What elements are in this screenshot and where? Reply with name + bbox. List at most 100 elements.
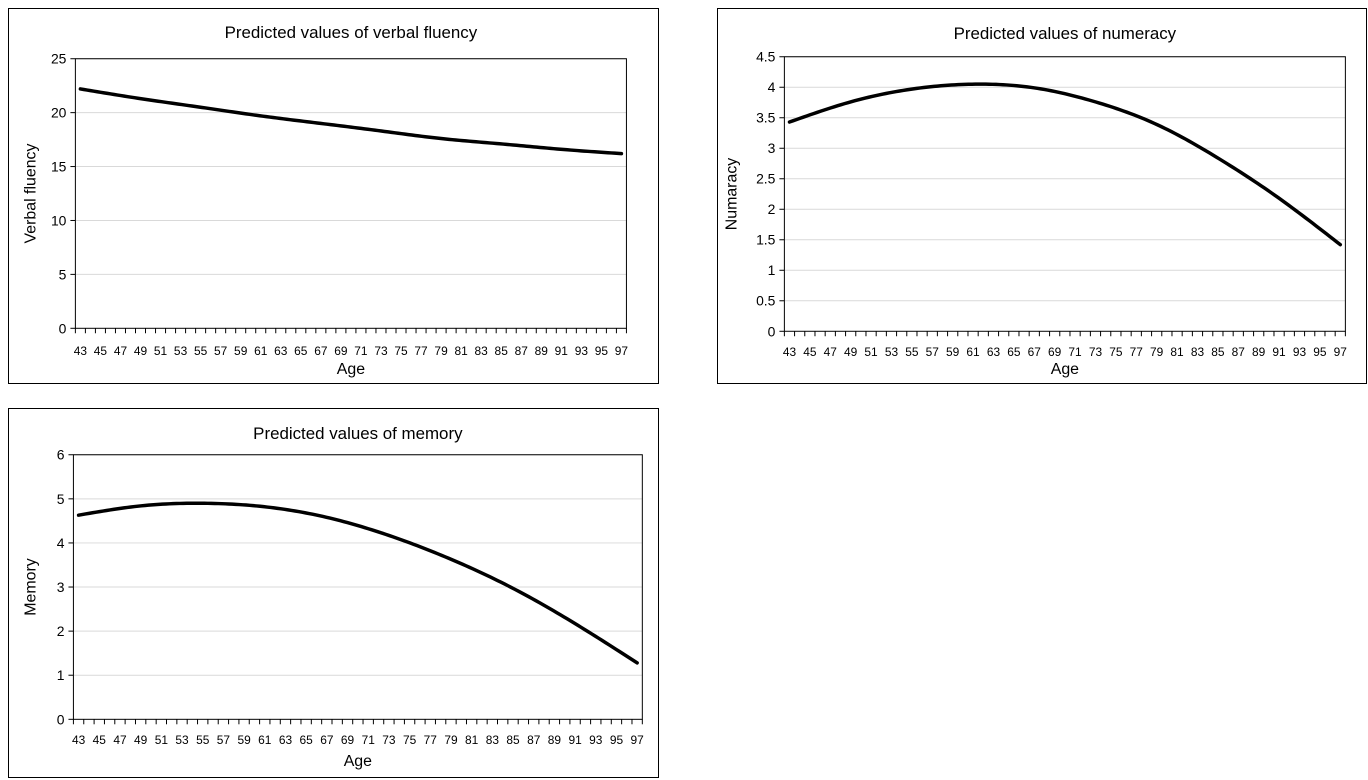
memory-xtick-label: 69 <box>341 733 355 747</box>
memory-ytick-label: 6 <box>57 447 65 463</box>
memory-ytick-label: 2 <box>57 623 65 639</box>
verbal-fluency-ytick-label: 25 <box>51 51 67 67</box>
memory-xtick-label: 59 <box>237 733 251 747</box>
memory-ytick-label: 1 <box>57 667 65 683</box>
memory-xtick-label: 65 <box>300 733 314 747</box>
memory-xtick-label: 93 <box>589 733 603 747</box>
numeracy-x-axis-title: Age <box>1051 361 1079 378</box>
numeracy-xtick-label: 59 <box>946 345 960 359</box>
numeracy-xtick-label: 49 <box>844 345 858 359</box>
numeracy-xtick-label: 53 <box>885 345 899 359</box>
verbal-fluency-xtick-label: 79 <box>434 344 448 358</box>
numeracy-xtick-label: 63 <box>987 345 1001 359</box>
verbal-fluency-chart-title: Predicted values of verbal fluency <box>225 23 478 42</box>
memory-xtick-label: 55 <box>196 733 210 747</box>
numeracy-chart-svg: 0 0.5 1 1.5 2 2.5 3 3.5 4 4.5 43 45 47 49 51 53 55 57 59 61… <box>724 24 1348 378</box>
verbal-fluency-series-line <box>78 87 624 156</box>
numeracy-xtick-label: 69 <box>1048 345 1062 359</box>
numeracy-ytick-label: 3.5 <box>756 110 776 126</box>
numeracy-ytick-label: 1.5 <box>756 232 776 248</box>
numeracy-xtick-label: 91 <box>1272 345 1286 359</box>
verbal-fluency-chart-svg: 0 5 10 15 20 25 43 45 47 49 51 53 55 57 59 61 63 65 67 69 71… <box>23 23 629 378</box>
verbal-fluency-xtick-label: 49 <box>134 344 148 358</box>
numeracy-ytick-label: 4.5 <box>756 49 776 65</box>
numeracy-xtick-label: 55 <box>905 345 919 359</box>
verbal-fluency-xtick-label: 69 <box>334 344 348 358</box>
memory-xtick-label: 97 <box>631 733 645 747</box>
memory-xtick-label: 83 <box>486 733 500 747</box>
memory-ytick-label: 0 <box>57 711 65 727</box>
memory-xtick-label: 57 <box>217 733 231 747</box>
numeracy-xtick-label: 45 <box>803 345 817 359</box>
numeracy-xtick-label: 43 <box>783 345 797 359</box>
numeracy-xtick-label: 85 <box>1211 345 1225 359</box>
memory-x-axis-title: Age <box>344 753 372 770</box>
verbal-fluency-xtick-label: 43 <box>74 344 88 358</box>
verbal-fluency-xtick-label: 81 <box>454 344 468 358</box>
verbal-fluency-xtick-label: 47 <box>114 344 128 358</box>
memory-xtick-label: 45 <box>93 733 107 747</box>
memory-xtick-label: 43 <box>72 733 86 747</box>
verbal-fluency-xtick-label: 71 <box>354 344 368 358</box>
numeracy-ytick-label: 0 <box>768 323 776 339</box>
memory-xtick-label: 73 <box>382 733 396 747</box>
verbal-fluency-xtick-label: 67 <box>314 344 328 358</box>
verbal-fluency-xtick-label: 53 <box>174 344 188 358</box>
verbal-fluency-x-axis-title: Age <box>337 361 365 378</box>
numeracy-xtick-label: 79 <box>1150 345 1164 359</box>
memory-series-line <box>76 501 639 665</box>
numeracy-xtick-label: 87 <box>1232 345 1246 359</box>
numeracy-xtick-label: 97 <box>1334 345 1348 359</box>
verbal-fluency-xtick-label: 75 <box>394 344 408 358</box>
verbal-fluency-xtick-label: 55 <box>194 344 208 358</box>
memory-xtick-label: 49 <box>134 733 148 747</box>
numeracy-ytick-label: 3 <box>768 140 776 156</box>
verbal-fluency-ytick-label: 20 <box>51 105 67 121</box>
verbal-fluency-xtick-label: 73 <box>374 344 388 358</box>
verbal-fluency-plot-frame <box>74 58 627 329</box>
numeracy-xtick-label: 67 <box>1028 345 1042 359</box>
memory-xtick-label: 61 <box>258 733 272 747</box>
verbal-fluency-y-axis-title: Verbal fluency <box>23 144 40 244</box>
memory-xtick-label: 47 <box>113 733 127 747</box>
numeracy-xtick-label: 71 <box>1068 345 1082 359</box>
memory-chart-title: Predicted values of memory <box>253 424 463 443</box>
numeracy-chart: 0 0.5 1 1.5 2 2.5 3 3.5 4 4.5 43 45 47 49 51 53 55 57 59 61… <box>717 8 1367 384</box>
verbal-fluency-ytick-label: 0 <box>59 320 67 336</box>
memory-ytick-label: 5 <box>57 491 65 507</box>
numeracy-xtick-label: 65 <box>1007 345 1021 359</box>
numeracy-xtick-label: 73 <box>1089 345 1103 359</box>
memory-xtick-label: 71 <box>362 733 376 747</box>
numeracy-xtick-label: 51 <box>864 345 878 359</box>
memory-xtick-label: 67 <box>320 733 334 747</box>
numeracy-ytick-label: 0.5 <box>756 293 776 309</box>
memory-xtick-label: 53 <box>175 733 189 747</box>
memory-xtick-label: 89 <box>548 733 562 747</box>
memory-y-axis-title: Memory <box>23 558 40 615</box>
numeracy-xtick-label: 89 <box>1252 345 1266 359</box>
memory-xtick-label: 77 <box>424 733 438 747</box>
memory-xtick-label: 51 <box>155 733 169 747</box>
verbal-fluency-xtick-label: 59 <box>234 344 248 358</box>
memory-xtick-label: 63 <box>279 733 293 747</box>
verbal-fluency-xtick-label: 87 <box>515 344 529 358</box>
verbal-fluency-xtick-label: 65 <box>294 344 308 358</box>
memory-xtick-label: 95 <box>610 733 624 747</box>
memory-xtick-label: 91 <box>568 733 582 747</box>
verbal-fluency-ytick-label: 5 <box>59 266 67 282</box>
memory-xtick-label: 81 <box>465 733 479 747</box>
memory-ytick-label: 4 <box>57 535 65 551</box>
numeracy-xtick-label: 77 <box>1130 345 1144 359</box>
memory-chart: 0 1 2 3 4 5 6 43 45 47 49 51 53 55 57 59 61 63 65 67 69 71 73 7… <box>8 408 659 778</box>
numeracy-series-line <box>787 82 1343 247</box>
verbal-fluency-xtick-label: 63 <box>274 344 288 358</box>
verbal-fluency-xtick-label: 45 <box>94 344 108 358</box>
numeracy-plot-frame <box>783 56 1346 332</box>
verbal-fluency-xtick-label: 77 <box>414 344 428 358</box>
verbal-fluency-xtick-label: 83 <box>475 344 489 358</box>
memory-ytick-label: 3 <box>57 579 65 595</box>
numeracy-ytick-label: 1 <box>768 262 776 278</box>
numeracy-y-axis-title: Numaracy <box>724 158 741 231</box>
numeracy-xtick-label: 81 <box>1170 345 1184 359</box>
